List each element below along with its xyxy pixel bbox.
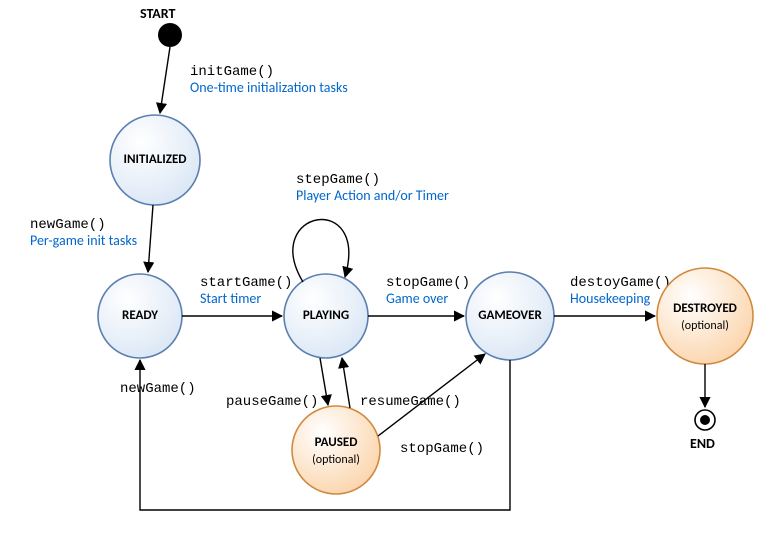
end-label: END [690,435,715,452]
edge-stop1-label: stopGame() [386,275,470,291]
edge-newgame2-label: newGame() [120,381,196,397]
node-initialized-label: INITIALIZED [124,152,187,167]
edge-start-label: startGame() [200,275,292,291]
edge-destroy-label: destoyGame() [570,275,671,291]
start-label: START [140,5,176,22]
edge-stop1-note: Game over [386,290,448,307]
edge-init-note: One-time initialization tasks [190,79,348,96]
edge-step-note: Player Action and/or Timer [296,187,449,204]
start-node [158,23,182,47]
edge-newgame1-note: Per-game init tasks [30,232,137,249]
edge-init-label: initGame() [190,64,274,80]
node-paused-sublabel: (optional) [312,453,360,467]
edge-resume [342,358,350,408]
edge-init [160,47,170,113]
state-diagram: START initGame() One-time initialization… [0,0,782,542]
node-destroyed-label: DESTROYED [673,301,737,316]
edge-start-note: Start timer [200,290,261,307]
edge-stop2-label: stopGame() [400,441,484,457]
node-destroyed-sublabel: (optional) [681,319,729,333]
node-gameover-label: GAMEOVER [478,308,542,323]
node-paused-label: PAUSED [315,435,358,450]
edge-newgame1 [148,205,153,272]
edge-pause [320,358,328,405]
edge-pause-label: pauseGame() [226,394,318,410]
end-node-inner [700,415,710,425]
node-playing-label: PLAYING [303,308,349,323]
edge-newgame1-label: newGame() [30,217,106,233]
edge-step [293,220,349,282]
edge-step-label: stepGame() [296,172,380,188]
edge-resume-label: resumeGame() [360,394,461,410]
edge-destroy-note: Housekeeping [570,290,651,307]
node-ready-label: READY [122,308,158,323]
